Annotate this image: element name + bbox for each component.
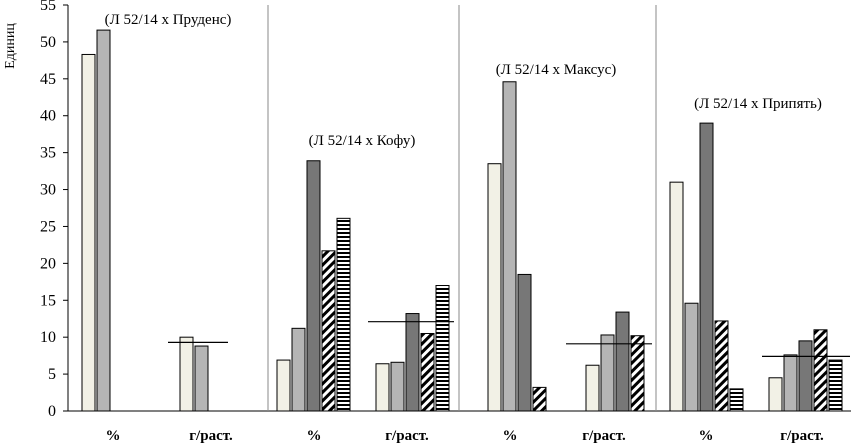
- bar-dark: [615, 311, 630, 412]
- y-tick-label: 15: [40, 292, 56, 309]
- y-tick-label: 20: [40, 255, 56, 272]
- bar-horizontal-hatch: [336, 217, 351, 412]
- bar-light: [585, 364, 600, 412]
- x-category-label: %: [307, 428, 322, 444]
- bar-medium: [291, 327, 306, 412]
- y-tick-label: 45: [40, 71, 56, 88]
- bar-light: [669, 181, 684, 412]
- bar-horizontal-hatch: [828, 359, 843, 412]
- y-tick-label: 35: [40, 145, 56, 162]
- y-tick-label: 50: [40, 34, 56, 51]
- bar-light: [81, 53, 96, 412]
- y-axis-label: Единиц: [3, 23, 18, 69]
- bar-light: [487, 163, 502, 412]
- bar-light: [276, 359, 291, 412]
- bar-horizontal-hatch: [435, 285, 450, 412]
- bar-medium: [96, 29, 111, 412]
- group-label: (Л 52/14 х Максус): [496, 62, 617, 78]
- bar-medium: [600, 334, 615, 412]
- bar-dark: [405, 313, 420, 412]
- bar-horizontal-hatch: [729, 388, 744, 412]
- group-label: (Л 52/14 х Пруденс): [105, 12, 232, 28]
- bar-dark: [306, 160, 321, 412]
- bar-diagonal-hatch: [714, 320, 729, 412]
- group-label: (Л 52/14 х Припять): [694, 96, 822, 112]
- bar-diagonal-hatch: [630, 335, 645, 412]
- bar-light: [768, 377, 783, 412]
- x-category-label: г/раст.: [582, 428, 626, 444]
- bar-medium: [783, 354, 798, 412]
- bar-dark: [699, 122, 714, 412]
- bar-medium: [502, 81, 517, 412]
- bar-dark: [517, 273, 532, 412]
- x-category-label: %: [699, 428, 714, 444]
- bar-diagonal-hatch: [532, 386, 547, 412]
- bar-medium: [684, 302, 699, 412]
- y-tick-label: 40: [40, 108, 56, 125]
- x-category-label: г/раст.: [780, 428, 824, 444]
- x-category-label: %: [106, 428, 121, 444]
- x-category-label: г/раст.: [385, 428, 429, 444]
- bar-diagonal-hatch: [813, 329, 828, 412]
- y-tick-label: 30: [40, 182, 56, 199]
- y-tick-label: 55: [40, 0, 56, 14]
- y-tick-label: 5: [48, 366, 56, 383]
- group-label: (Л 52/14 х Кофу): [309, 133, 416, 149]
- bar-light: [375, 363, 390, 412]
- bar-diagonal-hatch: [420, 332, 435, 412]
- y-tick-label: 25: [40, 218, 56, 235]
- x-category-label: %: [503, 428, 518, 444]
- bar-diagonal-hatch: [321, 250, 336, 412]
- y-tick-label: 0: [48, 403, 56, 420]
- bar-medium: [194, 345, 209, 412]
- x-category-label: г/раст.: [189, 428, 233, 444]
- y-tick-label: 10: [40, 329, 56, 346]
- bar-medium: [390, 361, 405, 412]
- bar-light: [179, 336, 194, 412]
- bar-dark: [798, 340, 813, 412]
